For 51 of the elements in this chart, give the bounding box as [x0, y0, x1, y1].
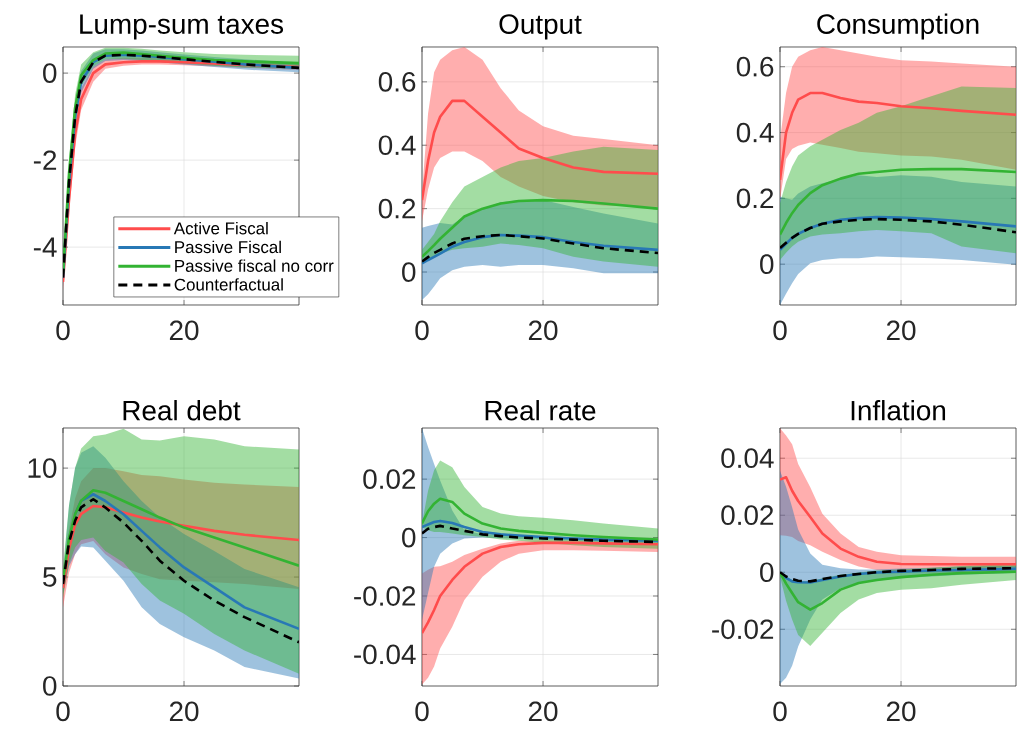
y-tick-label: 0 — [43, 676, 57, 696]
legend-label: Passive Fiscal — [175, 240, 281, 254]
x-tick-label: 20 — [169, 320, 199, 341]
chart-title: Real debt — [123, 400, 241, 421]
chart-title: Inflation — [851, 400, 946, 421]
x-tick-label: 0 — [56, 320, 70, 341]
x-tick-label: 20 — [528, 320, 558, 341]
y-tick-label: -2 — [33, 150, 57, 170]
y-tick-label: 0.2 — [378, 198, 416, 219]
y-tick-label: 0.02 — [721, 505, 774, 526]
x-tick-label: 20 — [886, 701, 916, 722]
y-tick-label: -0.02 — [354, 586, 416, 606]
y-tick-label: 10 — [28, 458, 57, 478]
y-tick-label: -0.02 — [712, 619, 774, 640]
legend-label: Counterfactual — [174, 278, 283, 291]
line-series — [422, 99, 658, 202]
y-tick-label: 0 — [760, 562, 774, 583]
x-tick-label: 20 — [169, 701, 199, 722]
y-tick-label: -0.04 — [354, 644, 416, 665]
line-series — [422, 541, 658, 635]
y-tick-label: 0 — [760, 254, 774, 275]
legend-label: Active Fiscal — [173, 221, 268, 235]
y-tick-label: 0.4 — [378, 135, 416, 156]
y-tick-label: 0.04 — [721, 448, 774, 469]
line-series — [780, 91, 1017, 182]
line-series — [422, 497, 658, 541]
chart-title: Output — [499, 14, 582, 40]
x-tick-label: 0 — [56, 701, 70, 722]
chart-title: Lump-sum taxes — [80, 14, 284, 40]
chart-title: Consumption — [817, 13, 979, 40]
chart-title: Real rate — [485, 400, 596, 421]
x-tick-label: 0 — [773, 320, 787, 341]
y-tick-label: 0 — [402, 527, 416, 548]
y-tick-label: -4 — [33, 237, 57, 257]
y-tick-label: 5 — [43, 567, 57, 587]
x-tick-label: 0 — [773, 701, 787, 722]
y-tick-label: 0.02 — [363, 469, 416, 489]
line-series — [63, 497, 299, 644]
x-tick-label: 0 — [415, 701, 429, 722]
y-tick-label: 0.6 — [378, 71, 416, 92]
y-tick-label: 0 — [402, 262, 416, 282]
legend-label: Passive fiscal no corr — [175, 259, 334, 272]
y-tick-label: 0 — [43, 63, 57, 83]
x-tick-label: 0 — [415, 320, 429, 341]
y-tick-label: 0.4 — [736, 122, 774, 143]
line-series — [780, 167, 1017, 236]
x-tick-label: 20 — [528, 701, 558, 722]
y-tick-label: 0.2 — [736, 188, 774, 209]
x-tick-label: 20 — [886, 320, 916, 341]
line-series — [780, 570, 1017, 611]
y-tick-label: 0.6 — [736, 56, 774, 77]
